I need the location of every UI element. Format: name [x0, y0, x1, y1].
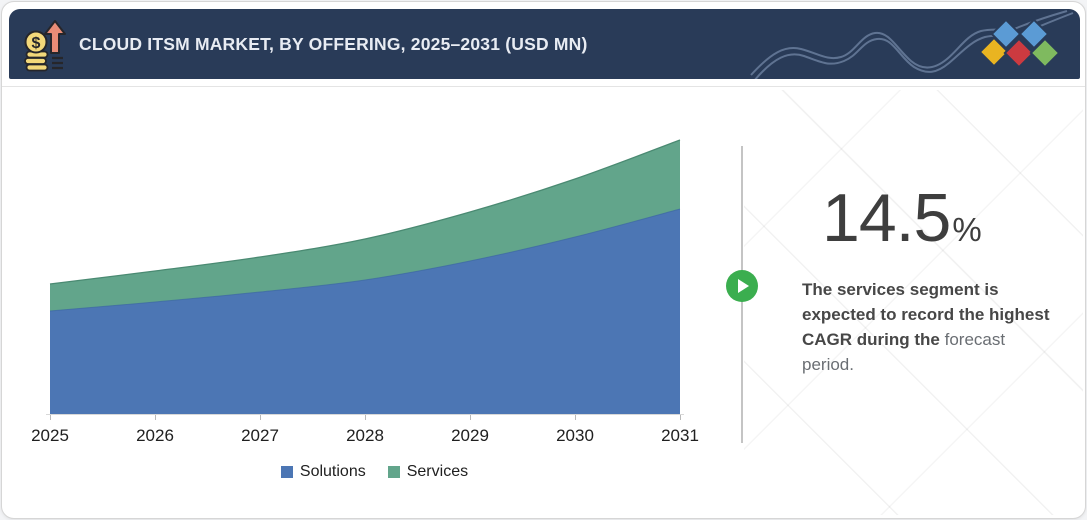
- cagr-value: 14.5: [822, 180, 951, 256]
- cagr-stat: 14.5 %: [822, 184, 982, 252]
- up-arrow-icon: [44, 20, 66, 54]
- diamond-red-icon: [1003, 37, 1035, 69]
- x-axis-label: 2026: [136, 426, 174, 445]
- legend-item-solutions: Solutions: [280, 463, 366, 481]
- header-decoration: [750, 10, 1074, 79]
- services-top-edge: [49, 139, 681, 285]
- legend-item-services: Services: [387, 463, 469, 481]
- x-axis-labels: 2025 2026 2027 2028 2029 2030 2031: [2, 426, 747, 448]
- area-solutions: [50, 209, 680, 414]
- stacked-area-chart: [46, 139, 684, 420]
- cagr-description-bold: The services segment is expected to reco…: [802, 280, 1050, 349]
- dollar-coin-icon: [24, 30, 48, 54]
- x-axis-label: 2030: [556, 426, 594, 445]
- x-axis-label: 2027: [241, 426, 279, 445]
- x-axis-label: 2031: [661, 426, 699, 445]
- play-icon: [726, 270, 758, 302]
- header-bar: $ CLOUD ITSM MARKET, BY OFFERING, 2025–2…: [9, 9, 1080, 79]
- x-axis-label: 2025: [31, 426, 69, 445]
- header-divider-line: [2, 86, 1085, 87]
- legend-swatch: [280, 466, 293, 478]
- watermark-pattern: [744, 90, 1083, 515]
- diamond-blue-icon: [990, 18, 1022, 50]
- diamond-blue-icon: [1018, 18, 1050, 50]
- logo-diamonds: [978, 18, 1061, 69]
- legend-swatch: [387, 466, 400, 478]
- diamond-green-icon: [1029, 37, 1061, 69]
- chart-legend: Solutions Services: [2, 463, 747, 481]
- legend-label: Services: [406, 463, 469, 480]
- x-axis-label: 2028: [346, 426, 384, 445]
- x-axis-label: 2029: [451, 426, 489, 445]
- solutions-top-edge: [49, 208, 681, 312]
- diamond-yellow-icon: [978, 36, 1010, 68]
- page-title: CLOUD ITSM MARKET, BY OFFERING, 2025–203…: [79, 33, 588, 54]
- cagr-description: The services segment is expected to reco…: [802, 277, 1052, 377]
- play-triangle-icon: [738, 279, 749, 293]
- svg-text:$: $: [32, 35, 41, 52]
- legend-label: Solutions: [299, 463, 366, 480]
- cagr-percent-sign: %: [952, 211, 982, 248]
- money-growth-icon: $: [24, 20, 66, 72]
- cagr-description-regular: forecast period.: [802, 330, 1006, 374]
